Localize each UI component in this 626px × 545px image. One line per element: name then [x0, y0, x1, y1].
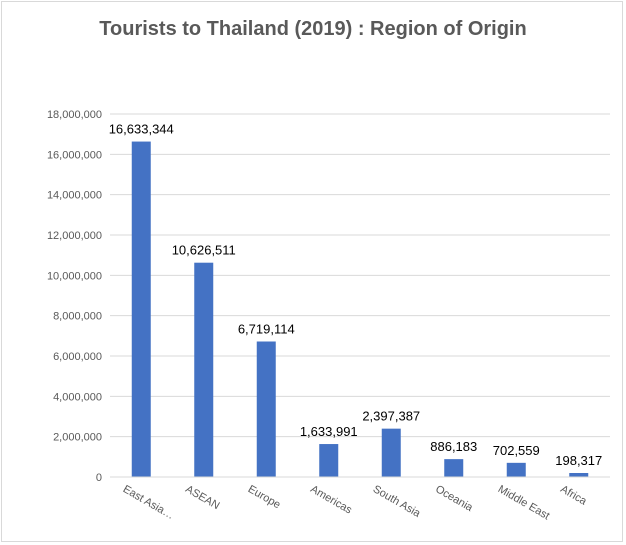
y-tick-label: 4,000,000 — [53, 391, 102, 403]
data-label: 10,626,511 — [172, 243, 236, 258]
x-axis-categories: East Asia… ASEAN Europe Americas South Asia O… — [121, 483, 590, 522]
y-tick-label: 6,000,000 — [53, 351, 102, 363]
data-labels: 16,633,344 10,626,511 6,719,114 1,633,991 2,… — [109, 122, 603, 468]
category-label: Middle East — [496, 483, 552, 522]
category-label-group: Middle East — [496, 483, 552, 522]
gridlines — [110, 113, 610, 438]
bar — [131, 141, 151, 477]
data-label: 702,559 — [493, 443, 540, 458]
bar — [506, 462, 526, 477]
y-tick-label: 16,000,000 — [47, 149, 102, 161]
category-label: Africa — [558, 483, 589, 508]
category-label-group: East Asia… — [121, 483, 176, 522]
y-tick-label: 14,000,000 — [47, 190, 102, 202]
data-label: 6,719,114 — [238, 321, 295, 336]
y-tick-label: 0 — [96, 472, 102, 484]
chart-title: Tourists to Thailand (2019) : Region of … — [99, 18, 527, 40]
data-label: 198,317 — [555, 453, 602, 468]
category-label: Americas — [308, 483, 354, 517]
category-label-group: Americas — [308, 483, 354, 517]
data-label: 2,397,387 — [362, 409, 420, 424]
category-label: Oceania — [433, 483, 475, 514]
y-tick-label: 8,000,000 — [53, 311, 102, 323]
category-label: ASEAN — [183, 483, 221, 512]
bar — [256, 341, 276, 477]
data-label: 1,633,991 — [300, 424, 358, 439]
category-label-group: Europe — [246, 483, 283, 511]
category-label-group: Africa — [558, 483, 589, 508]
bar — [569, 473, 589, 477]
bar — [444, 459, 464, 477]
y-tick-label: 2,000,000 — [53, 432, 102, 444]
category-label-group: Oceania — [433, 483, 475, 514]
y-axis-ticks: 0 2,000,000 4,000,000 6,000,000 8,000,000 10,… — [47, 109, 102, 484]
y-tick-label: 12,000,000 — [47, 230, 102, 242]
data-label: 16,633,344 — [109, 122, 174, 137]
y-tick-label: 10,000,000 — [47, 270, 102, 282]
bar — [319, 444, 339, 477]
bars — [131, 141, 589, 477]
bar — [194, 262, 214, 477]
data-label: 886,183 — [430, 439, 477, 454]
bar — [381, 428, 401, 477]
category-label-group: South Asia — [371, 483, 423, 520]
category-label: South Asia — [371, 483, 423, 520]
y-tick-label: 18,000,000 — [47, 109, 102, 121]
category-label-group: ASEAN — [183, 483, 221, 512]
category-label: Europe — [246, 483, 283, 511]
category-label: East Asia… — [121, 483, 176, 522]
